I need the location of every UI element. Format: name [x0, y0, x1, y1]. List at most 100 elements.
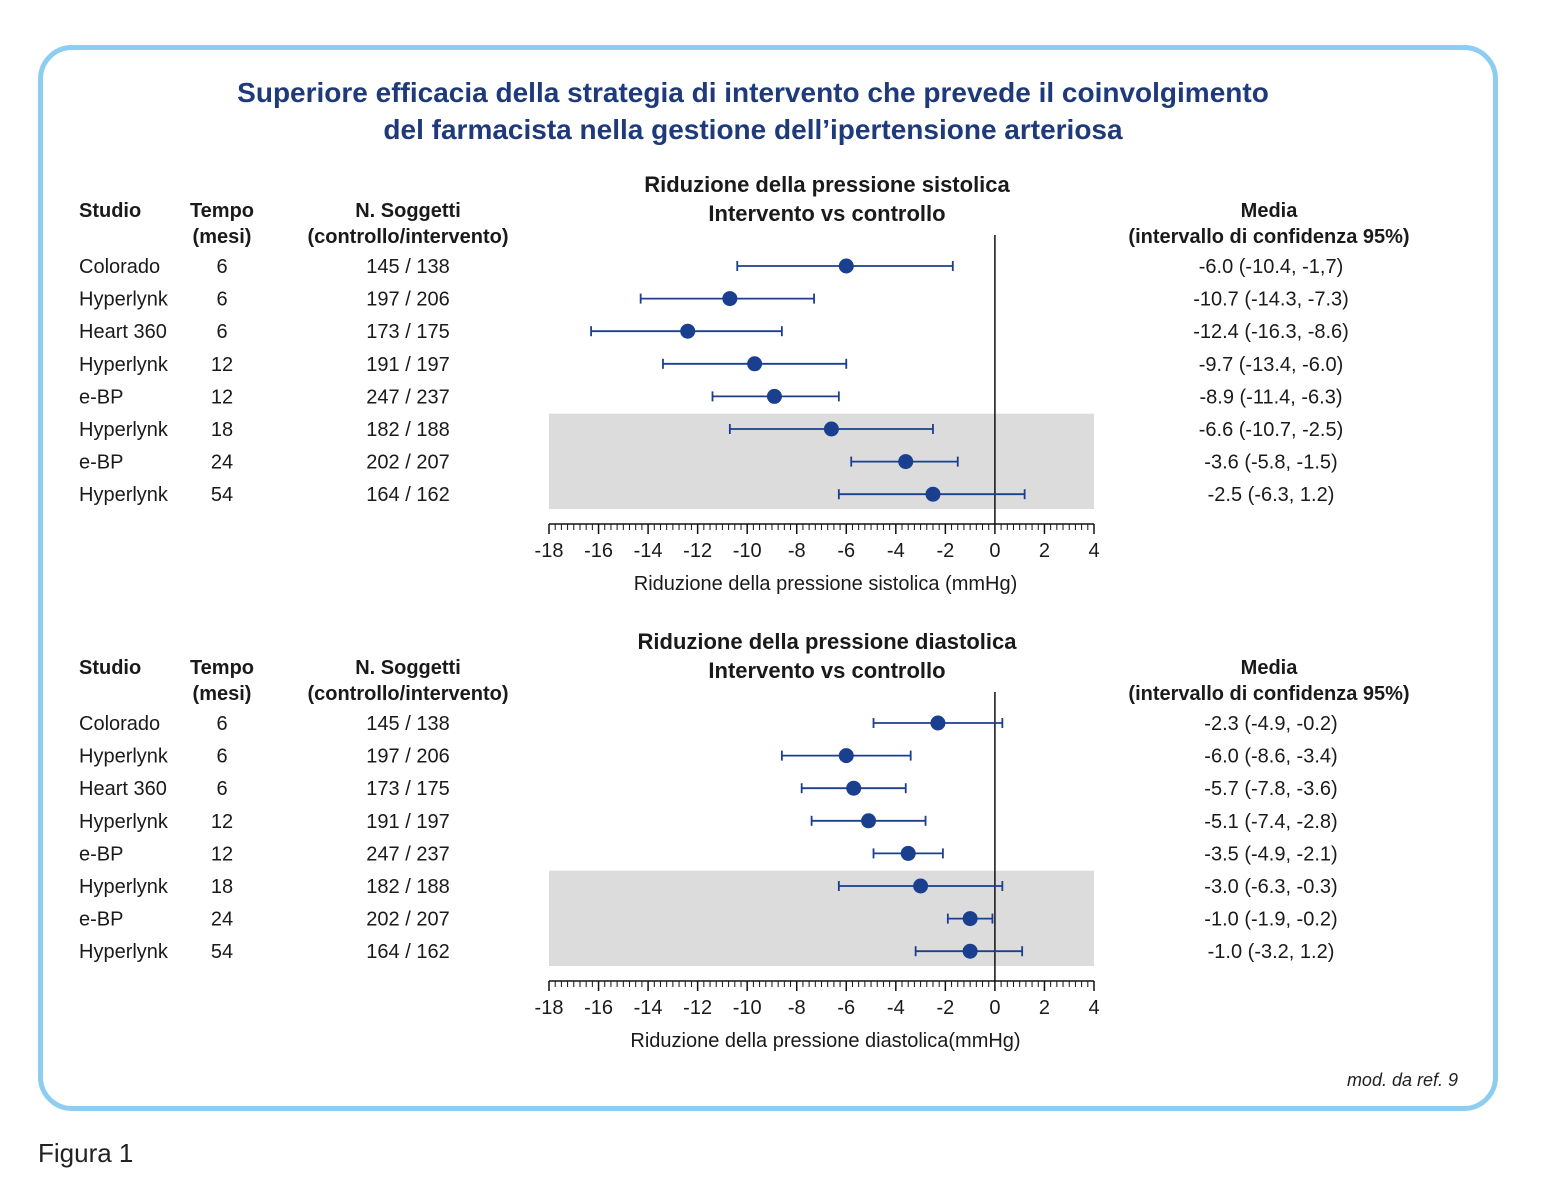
plot-title-line-1: Riduzione della pressione diastolica	[638, 629, 1018, 654]
cell-studio: Hyperlynk	[79, 941, 169, 963]
cell-soggetti: 173 / 175	[366, 778, 449, 800]
cell-tempo: 54	[211, 941, 233, 963]
x-tick-label: 4	[1088, 997, 1099, 1019]
cell-tempo: 6	[216, 713, 227, 735]
cell-soggetti: 202 / 207	[366, 452, 449, 474]
x-tick-label: -12	[683, 997, 712, 1019]
forest-panel-1: Riduzione della pressione sistolica Inter…	[79, 172, 1410, 595]
table-row: Heart 360 6 173 / 175 -5.7 (-7.8, -3.6)	[79, 778, 1338, 800]
plot-title-line-2: Intervento vs controllo	[708, 658, 945, 683]
x-tick-label: -12	[683, 540, 712, 562]
cell-tempo: 24	[211, 909, 233, 931]
table-row: e-BP 24 202 / 207 -1.0 (-1.9, -0.2)	[79, 909, 1338, 931]
source-credit: mod. da ref. 9	[1346, 1070, 1458, 1090]
table-row: Hyperlynk 12 191 / 197 -9.7 (-13.4, -6.0)	[79, 354, 1343, 376]
cell-media: -12.4 (-16.3, -8.6)	[1193, 321, 1349, 343]
table-row: Colorado 6 145 / 138 -2.3 (-4.9, -0.2)	[79, 713, 1338, 735]
mean-point	[846, 780, 862, 796]
cell-media: -10.7 (-14.3, -7.3)	[1193, 289, 1349, 311]
cell-soggetti: 182 / 188	[366, 876, 449, 898]
mean-point	[722, 291, 738, 307]
x-tick-label: 2	[1039, 540, 1050, 562]
cell-tempo: 12	[211, 354, 233, 376]
x-tick-label: -18	[535, 540, 564, 562]
mean-point	[861, 813, 877, 829]
cell-studio: Colorado	[79, 256, 160, 278]
x-axis-title: Riduzione della pressione sistolica (mmH…	[634, 573, 1018, 595]
cell-studio: Heart 360	[79, 321, 167, 343]
cell-tempo: 6	[216, 256, 227, 278]
cell-tempo: 24	[211, 452, 233, 474]
cell-soggetti: 247 / 237	[366, 843, 449, 865]
x-tick-label: -14	[634, 997, 663, 1019]
cell-media: -6.0 (-8.6, -3.4)	[1204, 746, 1337, 768]
cell-studio: Heart 360	[79, 778, 167, 800]
figure-title: Superiore efficacia della strategia di i…	[38, 74, 1468, 148]
x-tick-label: 2	[1039, 997, 1050, 1019]
x-tick-label: -4	[887, 997, 905, 1019]
header-soggetti-line-1: N. Soggetti	[355, 200, 461, 222]
header-tempo-line-1: Tempo	[190, 657, 254, 679]
x-tick-label: -6	[837, 540, 855, 562]
mean-point	[898, 454, 914, 470]
header-tempo-line-2: (mesi)	[193, 226, 252, 248]
x-tick-label: -4	[887, 540, 905, 562]
header-tempo-line-1: Tempo	[190, 200, 254, 222]
table-row: Heart 360 6 173 / 175 -12.4 (-16.3, -8.6)	[79, 321, 1349, 343]
cell-studio: Colorado	[79, 713, 160, 735]
x-tick-label: -16	[584, 540, 613, 562]
figure-label: Figura 1	[38, 1138, 134, 1168]
cell-tempo: 12	[211, 386, 233, 408]
x-tick-label: -16	[584, 997, 613, 1019]
x-tick-label: -10	[733, 997, 762, 1019]
cell-soggetti: 164 / 162	[366, 484, 449, 506]
cell-studio: Hyperlynk	[79, 876, 169, 898]
cell-soggetti: 173 / 175	[366, 321, 449, 343]
header-soggetti-line-2: (controllo/intervento)	[307, 226, 508, 248]
cell-soggetti: 197 / 206	[366, 746, 449, 768]
cell-media: -3.0 (-6.3, -0.3)	[1204, 876, 1337, 898]
x-tick-label: -14	[634, 540, 663, 562]
x-tick-label: -8	[788, 997, 806, 1019]
header-media-line-1: Media	[1241, 657, 1299, 679]
cell-studio: Hyperlynk	[79, 419, 169, 441]
cell-tempo: 6	[216, 746, 227, 768]
cell-studio: e-BP	[79, 386, 123, 408]
mean-point	[913, 878, 929, 894]
cell-soggetti: 191 / 197	[366, 811, 449, 833]
header-soggetti-line-2: (controllo/intervento)	[307, 683, 508, 705]
plot-title-line-1: Riduzione della pressione sistolica	[644, 172, 1010, 197]
cell-soggetti: 191 / 197	[366, 354, 449, 376]
cell-studio: Hyperlynk	[79, 811, 169, 833]
cell-studio: Hyperlynk	[79, 354, 169, 376]
x-tick-label: -8	[788, 540, 806, 562]
table-row: e-BP 12 247 / 237 -3.5 (-4.9, -2.1)	[79, 843, 1338, 865]
cell-media: -2.3 (-4.9, -0.2)	[1204, 713, 1337, 735]
figure-frame	[38, 45, 1498, 1111]
plot-title-line-2: Intervento vs controllo	[708, 201, 945, 226]
header-soggetti-line-1: N. Soggetti	[355, 657, 461, 679]
table-row: Hyperlynk 18 182 / 188 -6.6 (-10.7, -2.5)	[79, 419, 1343, 441]
cell-studio: e-BP	[79, 909, 123, 931]
cell-soggetti: 182 / 188	[366, 419, 449, 441]
cell-media: -3.6 (-5.8, -1.5)	[1204, 452, 1337, 474]
x-tick-label: -10	[733, 540, 762, 562]
cell-tempo: 6	[216, 778, 227, 800]
header-tempo-line-2: (mesi)	[193, 683, 252, 705]
figure-title-line-2: del farmacista nella gestione dell’ipert…	[383, 114, 1123, 145]
mean-point	[900, 845, 916, 861]
mean-point	[925, 486, 941, 502]
cell-studio: Hyperlynk	[79, 484, 169, 506]
header-media-line-1: Media	[1241, 200, 1299, 222]
cell-tempo: 54	[211, 484, 233, 506]
cell-tempo: 12	[211, 843, 233, 865]
cell-studio: Hyperlynk	[79, 289, 169, 311]
cell-media: -2.5 (-6.3, 1.2)	[1208, 484, 1335, 506]
cell-studio: e-BP	[79, 843, 123, 865]
cell-studio: Hyperlynk	[79, 746, 169, 768]
header-media-line-2: (intervallo di confidenza 95%)	[1128, 683, 1409, 705]
table-row: Hyperlynk 12 191 / 197 -5.1 (-7.4, -2.8)	[79, 811, 1338, 833]
mean-point	[962, 943, 978, 959]
x-tick-label: -2	[936, 540, 954, 562]
